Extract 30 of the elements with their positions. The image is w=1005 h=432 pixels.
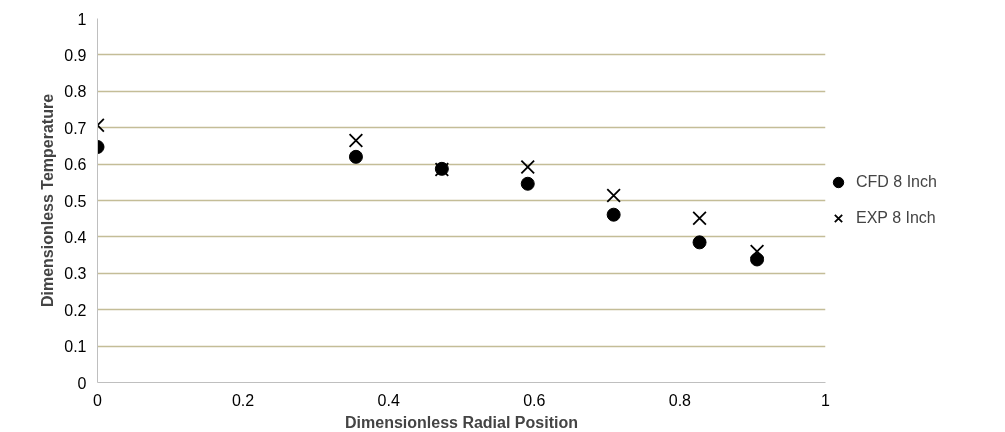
- y-axis-title: Dimensionless Temperature: [39, 93, 57, 308]
- x-tick-label: 0.2: [231, 391, 255, 409]
- y-tick-label: 0.3: [64, 265, 87, 283]
- y-tick-label: 0.6: [64, 156, 87, 174]
- y-tick-label: 0.8: [64, 83, 87, 101]
- y-tick-label: 1: [77, 10, 87, 28]
- legend-label: EXP 8 Inch: [856, 209, 936, 227]
- y-tick-label: 0.9: [64, 46, 87, 64]
- point: [520, 159, 536, 175]
- x-tick-label: 0.8: [668, 391, 692, 409]
- x-tick-label: 0.4: [377, 391, 400, 409]
- point: [749, 244, 765, 259]
- point: [692, 235, 707, 250]
- point: [348, 149, 363, 164]
- x-tick-label: 0: [93, 391, 103, 409]
- point: [692, 211, 707, 226]
- x-axis-title: Dimensionless Radial Position: [345, 413, 578, 431]
- y-tick-label: 0.4: [64, 228, 87, 246]
- legend-label: CFD 8 Inch: [856, 173, 937, 191]
- y-tick-label: 0.7: [64, 119, 87, 137]
- y-tick-label: 0.1: [64, 338, 87, 356]
- x-tick-label: 1: [821, 391, 831, 409]
- point: [606, 207, 621, 222]
- y-tick-label: 0.2: [64, 301, 87, 319]
- point: [520, 176, 535, 191]
- point: [348, 133, 364, 148]
- y-tick-label: 0.5: [64, 192, 87, 210]
- point: [606, 188, 621, 203]
- y-tick-label: 0: [77, 374, 87, 392]
- x-tick-label: 0.6: [523, 391, 546, 409]
